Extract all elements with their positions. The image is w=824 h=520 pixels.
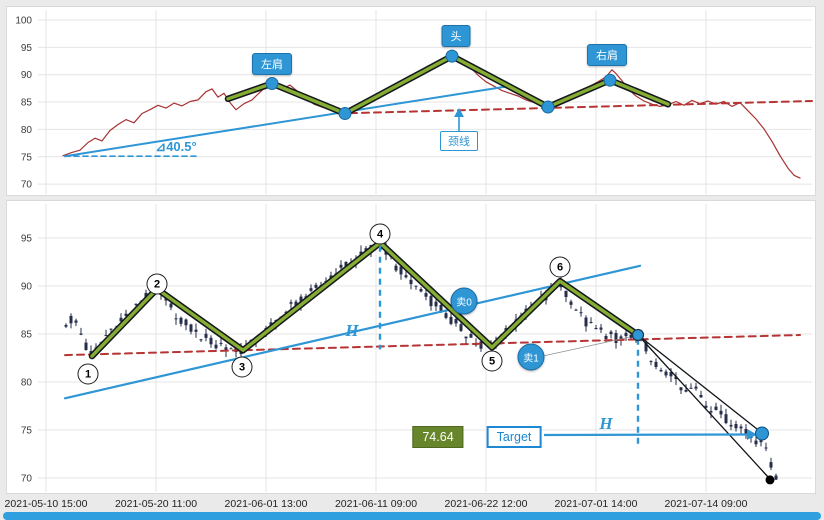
time-axis-scrollbar[interactable] <box>3 512 821 520</box>
breakdown-dot[interactable] <box>631 328 645 342</box>
bottom-y-axis-label: 70 <box>21 474 33 485</box>
x-axis-label: 2021-07-01 14:00 <box>555 498 638 510</box>
bottom-y-axis-label: 95 <box>21 234 33 245</box>
bottom-trendline[interactable] <box>63 264 642 400</box>
target-projection-line <box>637 334 758 430</box>
sell1-connector-line <box>542 336 631 357</box>
wave-marker-5[interactable]: 5 <box>481 350 503 372</box>
top-y-axis-label: 85 <box>21 98 33 109</box>
pivot-dot[interactable] <box>603 73 617 87</box>
x-axis-label: 2021-06-01 13:00 <box>225 498 308 510</box>
target-value-box[interactable]: 74.64 <box>412 426 464 448</box>
neckline-arrowhead <box>454 108 464 117</box>
top-y-axis-label: 75 <box>21 152 33 163</box>
height-label-upper: H <box>345 321 359 340</box>
pivot-dot[interactable] <box>265 77 279 90</box>
gridlines <box>38 10 812 492</box>
bottom-y-axis-label: 75 <box>21 426 33 437</box>
top-y-axis-label: 100 <box>15 16 32 27</box>
wave-marker-3[interactable]: 3 <box>231 356 253 378</box>
pivot-dot[interactable] <box>338 107 352 120</box>
axis-labels: 100 95 90 85 80 75 70 95 90 85 80 75 70 2021-05-10 15… <box>5 16 748 511</box>
bottom-y-axis-label: 80 <box>21 378 33 389</box>
projection-end-dot <box>765 475 775 485</box>
top-y-axis-label: 90 <box>21 70 33 81</box>
bottom-y-axis-label: 85 <box>21 330 33 341</box>
pivot-dot[interactable] <box>541 100 555 114</box>
target-projection-line <box>637 334 770 479</box>
x-axis-label: 2021-06-11 09:00 <box>335 498 417 510</box>
left-shoulder-badge[interactable]: 左肩 <box>252 53 292 75</box>
sell0-marker[interactable]: 卖0 <box>450 287 478 315</box>
x-axis-label: 2021-07-14 09:00 <box>665 498 748 510</box>
wave-marker-1[interactable]: 1 <box>77 363 99 385</box>
target-arrow <box>543 433 748 437</box>
right-shoulder-badge[interactable]: 右肩 <box>587 44 627 66</box>
wave-marker-2[interactable]: 2 <box>146 273 168 295</box>
bottom-chart-panel <box>6 200 816 494</box>
neckline-badge[interactable]: 颈线 <box>440 131 478 151</box>
height-label-lower: H <box>599 414 613 433</box>
bottom-neckline[interactable] <box>64 334 801 357</box>
top-neckline[interactable] <box>337 100 813 115</box>
target-label-box[interactable]: Target <box>486 426 542 448</box>
top-y-axis-label: 80 <box>21 125 33 136</box>
x-axis-label: 2021-06-22 12:00 <box>445 498 528 510</box>
angle-label: ⊿40.5° <box>155 139 197 154</box>
top-trendline[interactable] <box>64 85 506 158</box>
bottom-y-axis-label: 90 <box>21 282 33 293</box>
wave-marker-4[interactable]: 4 <box>369 223 391 245</box>
target-dot[interactable] <box>755 426 769 441</box>
top-y-axis-label: 95 <box>21 43 33 54</box>
sell1-marker[interactable]: 卖1 <box>517 343 545 371</box>
target-arrowhead <box>747 429 757 440</box>
x-axis-label: 2021-05-20 11:00 <box>115 498 197 510</box>
top-y-axis-label: 70 <box>21 180 33 191</box>
x-axis-label: 2021-05-10 15:00 <box>5 498 88 510</box>
wave-marker-6[interactable]: 6 <box>549 256 571 278</box>
pivot-dot[interactable] <box>445 49 459 63</box>
head-badge[interactable]: 头 <box>441 25 471 47</box>
